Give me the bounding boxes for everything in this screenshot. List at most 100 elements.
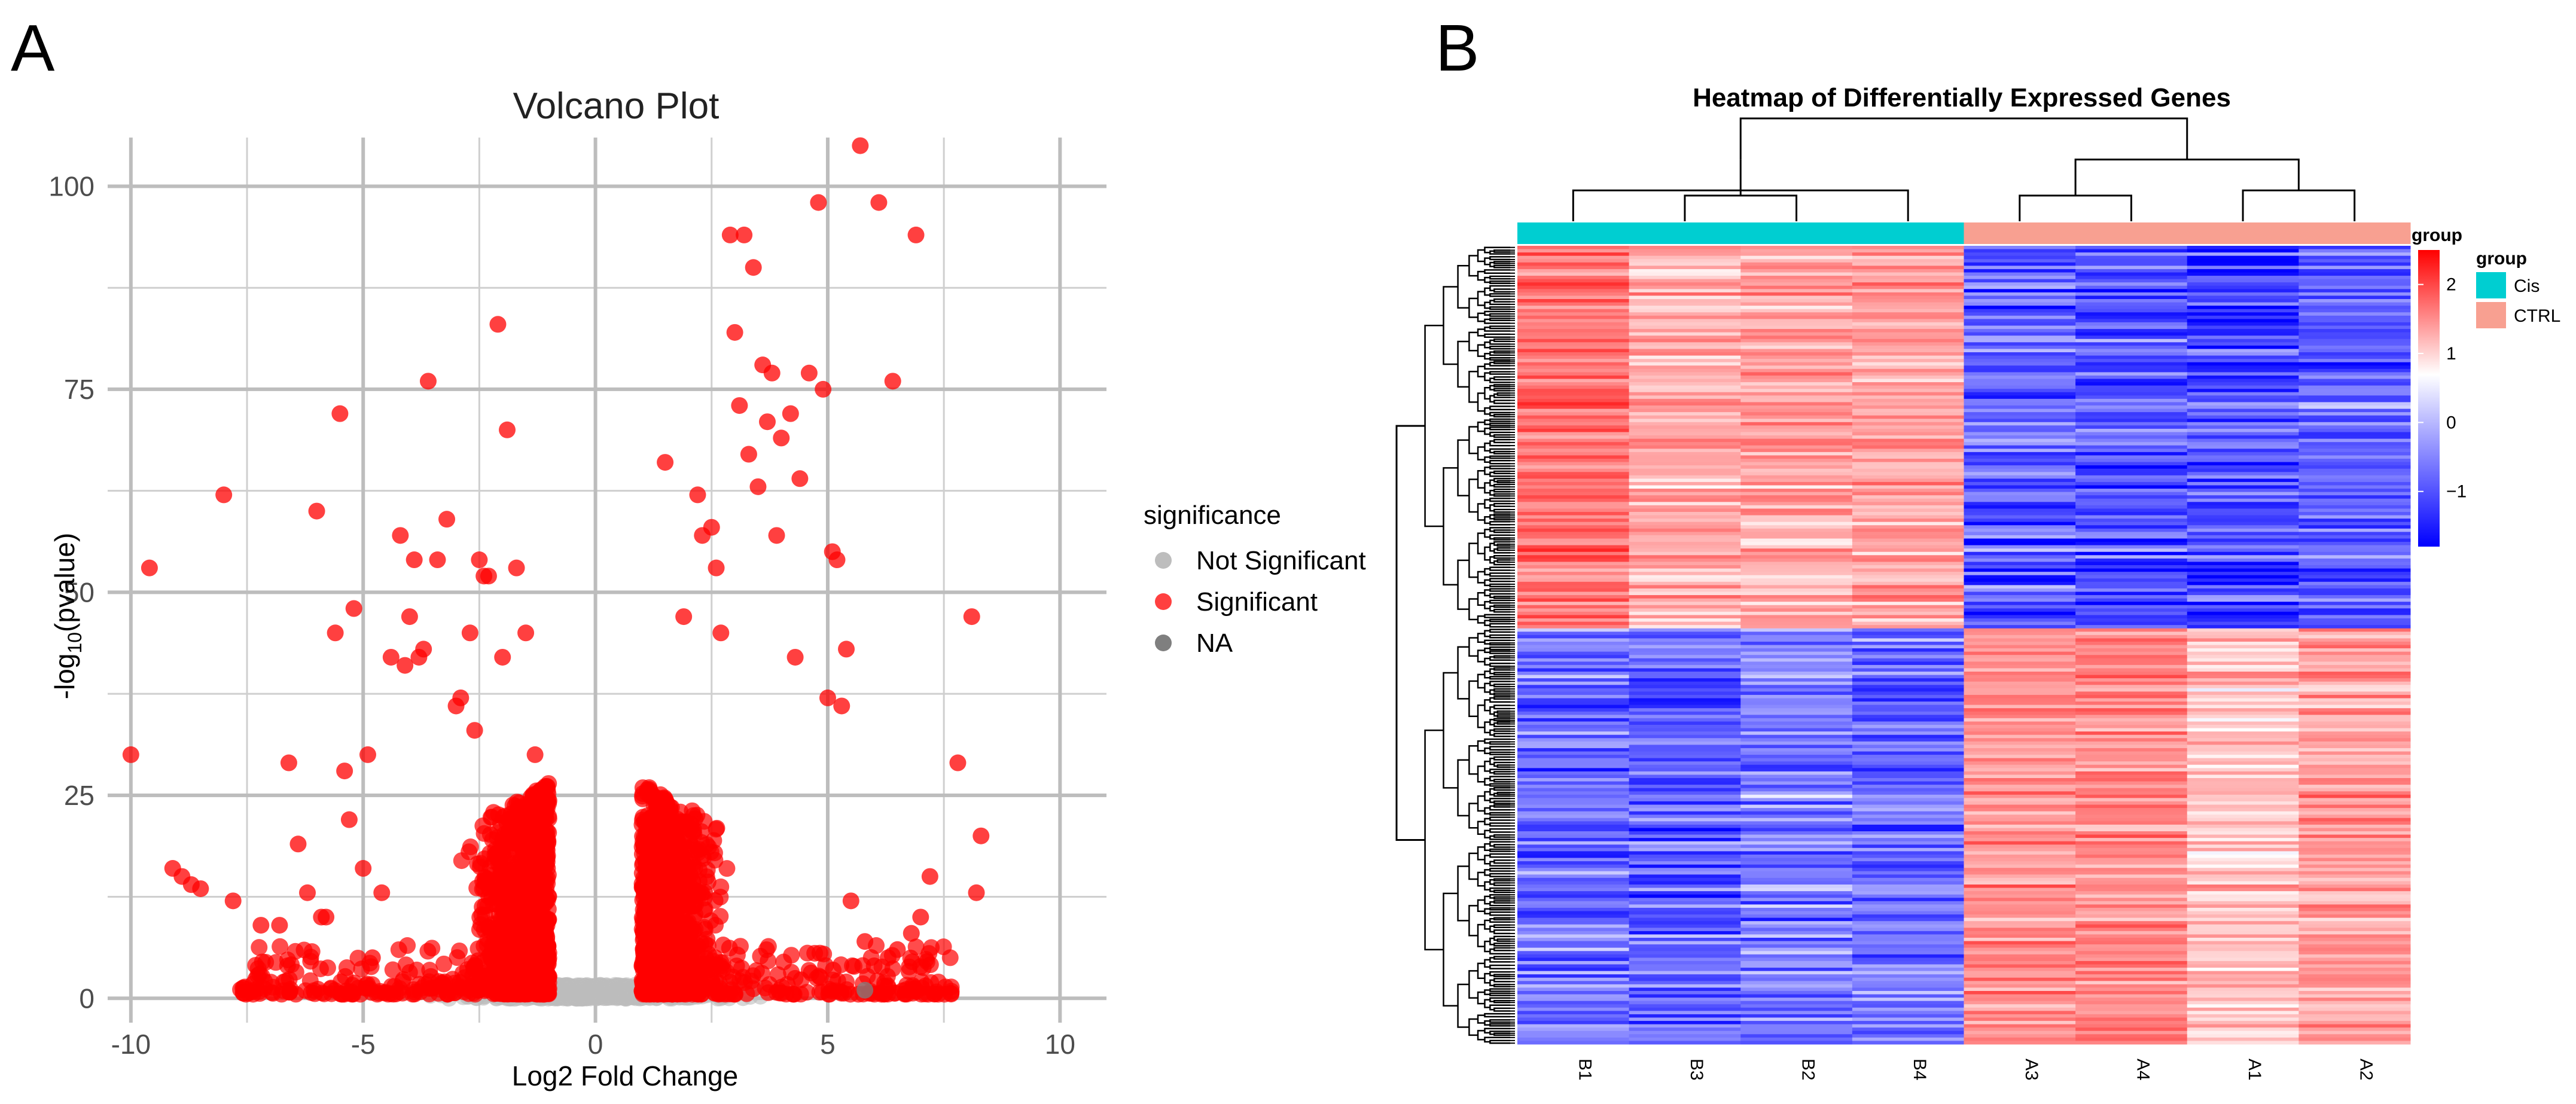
dendrogram-branch xyxy=(1493,800,1510,804)
heatmap-cell xyxy=(2187,435,2299,440)
heatmap-cell xyxy=(1740,252,1853,257)
dendrogram-branch xyxy=(1489,634,1510,639)
y-tick-label: 75 xyxy=(64,374,94,405)
heatmap-cell xyxy=(2187,555,2299,559)
heatmap-cell xyxy=(1964,338,2076,343)
heatmap-cell xyxy=(1852,542,1964,546)
heatmap-cell xyxy=(1964,449,2076,453)
heatmap-cell xyxy=(2187,252,2299,257)
heatmap-cell xyxy=(1629,315,1741,319)
point-significant xyxy=(215,486,233,504)
y-tick-label: 100 xyxy=(48,170,94,202)
heatmap-cell xyxy=(1629,489,1741,493)
point-significant xyxy=(833,697,850,715)
dendrogram-branch xyxy=(1493,792,1510,797)
heatmap-cell xyxy=(1740,515,1853,519)
heatmap-cell xyxy=(1517,249,1630,253)
heatmap-cell xyxy=(1629,249,1741,253)
heatmap-cell xyxy=(2075,342,2188,346)
point-significant xyxy=(536,895,553,912)
dendrogram-branch xyxy=(1493,502,1510,507)
heatmap-cell xyxy=(1629,336,1741,340)
heatmap-cell xyxy=(2075,558,2188,562)
heatmap-cell xyxy=(1740,465,1853,469)
dendrogram-branch xyxy=(1477,470,1485,489)
point-significant xyxy=(806,944,824,962)
heatmap-cell xyxy=(1852,435,1964,440)
heatmap: Heatmap of Differentially Expressed Gene… xyxy=(1395,83,2560,1081)
heatmap-cell xyxy=(1629,452,1741,456)
dendrogram-branch xyxy=(1489,623,1510,628)
heatmap-cell xyxy=(1629,329,1741,333)
volcano-title: Volcano Plot xyxy=(513,86,720,127)
dendrogram-branch xyxy=(1477,446,1485,460)
point-significant xyxy=(423,940,441,957)
heatmap-cell xyxy=(1852,279,1964,283)
heatmap-cell xyxy=(1852,389,1964,393)
point-significant xyxy=(869,972,886,990)
heatmap-cell xyxy=(1517,395,1630,399)
point-not-significant xyxy=(576,984,593,1001)
heatmap-cell xyxy=(1740,368,1853,373)
heatmap-cell xyxy=(2298,445,2411,449)
dendrogram-branch xyxy=(1493,692,1510,696)
point-significant xyxy=(689,486,706,504)
heatmap-cell xyxy=(2075,505,2188,509)
heatmap-cell xyxy=(1740,282,1853,286)
point-significant xyxy=(397,657,414,674)
heatmap-cell xyxy=(1629,252,1741,257)
dendrogram-branch xyxy=(1443,672,1458,789)
heatmap-cell xyxy=(1517,352,1630,356)
point-significant xyxy=(289,835,307,853)
dendrogram-branch xyxy=(1493,672,1510,676)
dendrogram-branch xyxy=(1493,917,1510,921)
heatmap-cell xyxy=(1629,405,1741,410)
heatmap-cell xyxy=(1964,332,2076,336)
point-significant xyxy=(364,949,381,966)
heatmap-cell xyxy=(1629,495,1741,499)
heatmap-cell xyxy=(1629,498,1741,502)
dendrogram-branch xyxy=(1493,999,1510,1004)
heatmap-cell xyxy=(1517,472,1630,476)
heatmap-cell xyxy=(2298,438,2411,443)
heatmap-cell xyxy=(1740,505,1853,509)
point-significant xyxy=(646,931,663,948)
point-significant xyxy=(312,960,329,977)
point-significant xyxy=(271,917,288,934)
heatmap-cell xyxy=(2187,468,2299,472)
heatmap-cell xyxy=(2187,255,2299,260)
heatmap-cell xyxy=(1629,422,1741,426)
heatmap-cell xyxy=(2075,246,2188,250)
heatmap-cell xyxy=(1964,375,2076,379)
point-significant xyxy=(486,928,503,945)
heatmap-cell xyxy=(1852,445,1964,449)
heatmap-cell xyxy=(1517,502,1630,506)
heatmap-cell xyxy=(1629,432,1741,436)
heatmap-cell xyxy=(1740,495,1853,499)
heatmap-cell xyxy=(1740,249,1853,253)
heatmap-cell xyxy=(2187,495,2299,499)
heatmap-cell xyxy=(1517,489,1630,493)
point-significant xyxy=(392,527,409,544)
dendrogram-branch xyxy=(1424,729,1444,951)
dendrogram-branch xyxy=(1484,499,1490,509)
heatmap-cell xyxy=(1964,355,2076,359)
dendrogram-branch xyxy=(1477,421,1485,432)
heatmap-cell xyxy=(2075,379,2188,383)
heatmap-cell xyxy=(1964,532,2076,536)
heatmap-cell xyxy=(1517,432,1630,436)
heatmap-cell xyxy=(1964,398,2076,402)
legend-label-not-significant: Not Significant xyxy=(1196,546,1366,575)
heatmap-cell xyxy=(1964,322,2076,326)
heatmap-cell xyxy=(1964,515,2076,519)
heatmap-cell xyxy=(1629,306,1741,310)
dendrogram-branch xyxy=(1493,470,1510,475)
dendrogram-branch xyxy=(1484,829,1490,838)
point-significant xyxy=(937,978,954,996)
heatmap-cell xyxy=(1740,276,1853,280)
point-significant xyxy=(299,884,316,901)
heatmap-cell xyxy=(1629,502,1741,506)
heatmap-cell xyxy=(2298,459,2411,463)
heatmap-cell xyxy=(1629,515,1741,519)
heatmap-cell xyxy=(2298,249,2411,253)
